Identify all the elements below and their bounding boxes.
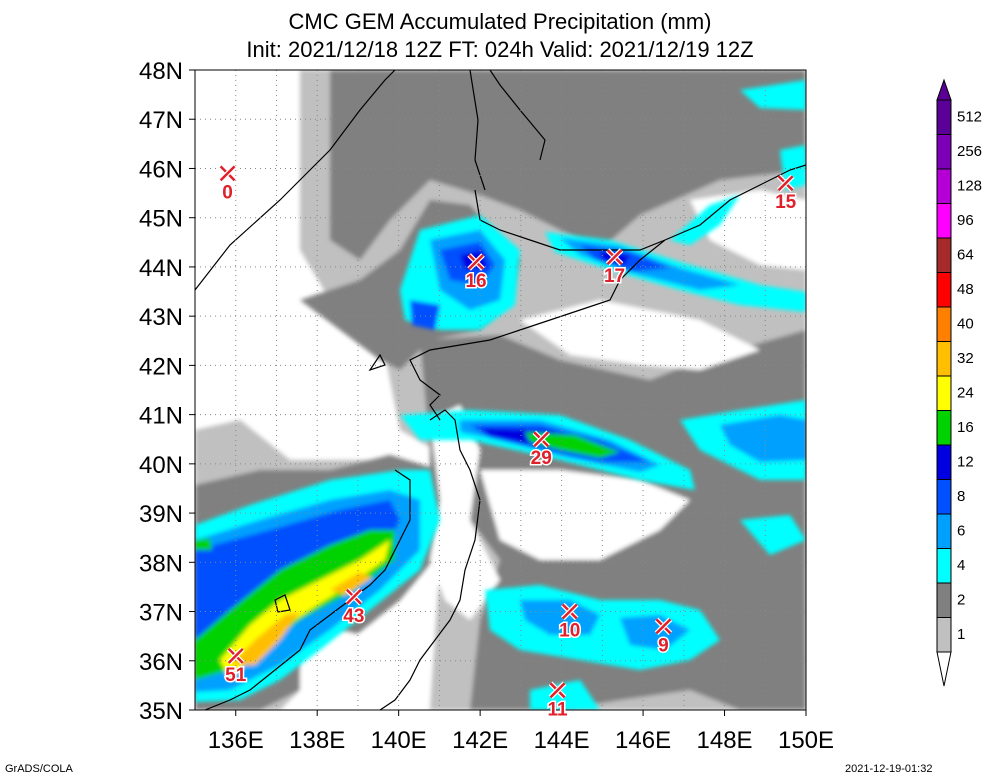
marker-cross	[219, 165, 236, 182]
marker-cross	[561, 603, 578, 620]
chart-title: CMC GEM Accumulated Precipitation (mm)	[288, 9, 712, 34]
legend-label: 4	[957, 557, 965, 574]
longitude-label: 144E	[534, 727, 590, 754]
legend-swatch	[936, 168, 952, 204]
legend-label: 64	[957, 247, 974, 264]
value-markers: 0 16 17 15 29 43 51 10 9 11	[218, 164, 798, 722]
legend-swatch	[936, 444, 952, 480]
marker-cross	[777, 175, 794, 192]
legend-swatch	[936, 237, 952, 273]
marker-value-label: 43	[343, 606, 364, 627]
value-marker: 51	[224, 647, 248, 687]
legend-swatch	[936, 375, 952, 411]
value-marker: 15	[774, 174, 798, 215]
legend-label: 12	[957, 454, 974, 471]
legend-swatch	[936, 203, 952, 239]
latitude-label: 35N	[139, 698, 183, 725]
latitude-label: 45N	[139, 206, 183, 233]
legend-label: 6	[957, 523, 965, 540]
marker-value-label: 29	[531, 448, 552, 469]
legend-label: 1	[957, 626, 965, 643]
longitude-label: 142E	[452, 727, 508, 754]
longitude-label: 136E	[208, 727, 264, 754]
value-marker: 16	[464, 253, 488, 294]
legend-swatch	[936, 582, 952, 618]
marker-cross	[227, 647, 244, 664]
credit-left: GrADS/COLA	[5, 763, 73, 775]
legend-label: 512	[957, 109, 982, 126]
marker-cross	[549, 682, 566, 699]
marker-value-label: 15	[775, 192, 797, 213]
latitude-label: 41N	[139, 403, 183, 430]
marker-value-label: 11	[547, 699, 568, 720]
legend-swatch	[936, 410, 952, 446]
legend-swatch	[936, 479, 952, 515]
legend-label: 8	[957, 488, 965, 505]
legend-label: 40	[957, 316, 974, 333]
longitude-label: 148E	[697, 727, 753, 754]
marker-cross	[345, 588, 362, 605]
chart-subtitle: Init: 2021/12/18 12Z FT: 024h Valid: 202…	[246, 37, 754, 62]
legend-top-arrow	[936, 78, 952, 101]
latitude-label: 39N	[139, 501, 183, 528]
marker-value-label: 16	[465, 271, 486, 292]
longitude-label: 146E	[615, 727, 671, 754]
legend-label: 128	[957, 178, 982, 195]
legend-label: 256	[957, 143, 982, 160]
legend-swatch	[936, 617, 952, 653]
marker-value-label: 9	[658, 635, 669, 656]
latitude-label: 40N	[139, 452, 183, 479]
latitude-label: 47N	[139, 107, 183, 134]
legend-swatch	[936, 134, 952, 170]
latitude-label: 37N	[139, 600, 183, 627]
latitude-label: 44N	[139, 255, 183, 282]
value-marker: 29	[529, 430, 553, 471]
marker-value-label: 51	[225, 665, 247, 686]
marker-value-label: 10	[559, 621, 580, 642]
value-marker: 9	[654, 617, 673, 658]
marker-value-label: 0	[222, 182, 233, 203]
marker-cross	[655, 618, 672, 635]
legend-label: 24	[957, 385, 974, 402]
timestamp: 2021-12-19-01:32	[845, 763, 933, 775]
legend-label: 16	[957, 419, 974, 436]
legend-swatch	[936, 513, 952, 549]
value-marker: 43	[342, 588, 366, 628]
value-marker: 10	[558, 602, 582, 643]
longitude-label: 140E	[371, 727, 427, 754]
value-marker: 11	[546, 681, 569, 722]
latitude-label: 43N	[139, 304, 183, 331]
latitude-labels: 48N 47N 46N 45N 44N 43N 42N 41N 40N 39N 38N 37N 36N 3…	[139, 58, 195, 725]
legend-swatch	[936, 99, 952, 135]
value-marker: 17	[602, 248, 627, 289]
latitude-label: 42N	[139, 353, 183, 380]
gridlines	[195, 70, 806, 710]
marker-cross	[468, 254, 484, 270]
latitude-label: 36N	[139, 649, 183, 676]
legend-bottom-arrow	[936, 651, 952, 687]
legend-label: 96	[957, 212, 974, 229]
legend-label: 2	[957, 592, 965, 609]
legend-label: 32	[957, 350, 974, 367]
marker-value-label: 17	[604, 266, 625, 287]
longitude-label: 138E	[289, 727, 345, 754]
map-frame	[194, 69, 807, 711]
legend-swatch	[936, 341, 952, 377]
longitude-label: 150E	[778, 727, 834, 754]
latitude-label: 46N	[139, 156, 183, 183]
marker-cross	[606, 249, 623, 265]
legend-swatch	[936, 306, 952, 342]
marker-cross	[533, 431, 550, 448]
latitude-label: 38N	[139, 550, 183, 577]
value-marker: 0	[218, 164, 237, 205]
legend-swatch	[936, 548, 952, 584]
precip-field	[195, 70, 806, 710]
legend-swatch	[936, 272, 952, 308]
coastlines	[195, 70, 806, 710]
latitude-label: 48N	[139, 58, 183, 85]
longitude-labels: 136E 138E 140E 142E 144E 146E 148E 150E	[208, 710, 834, 754]
legend-label: 48	[957, 281, 974, 298]
